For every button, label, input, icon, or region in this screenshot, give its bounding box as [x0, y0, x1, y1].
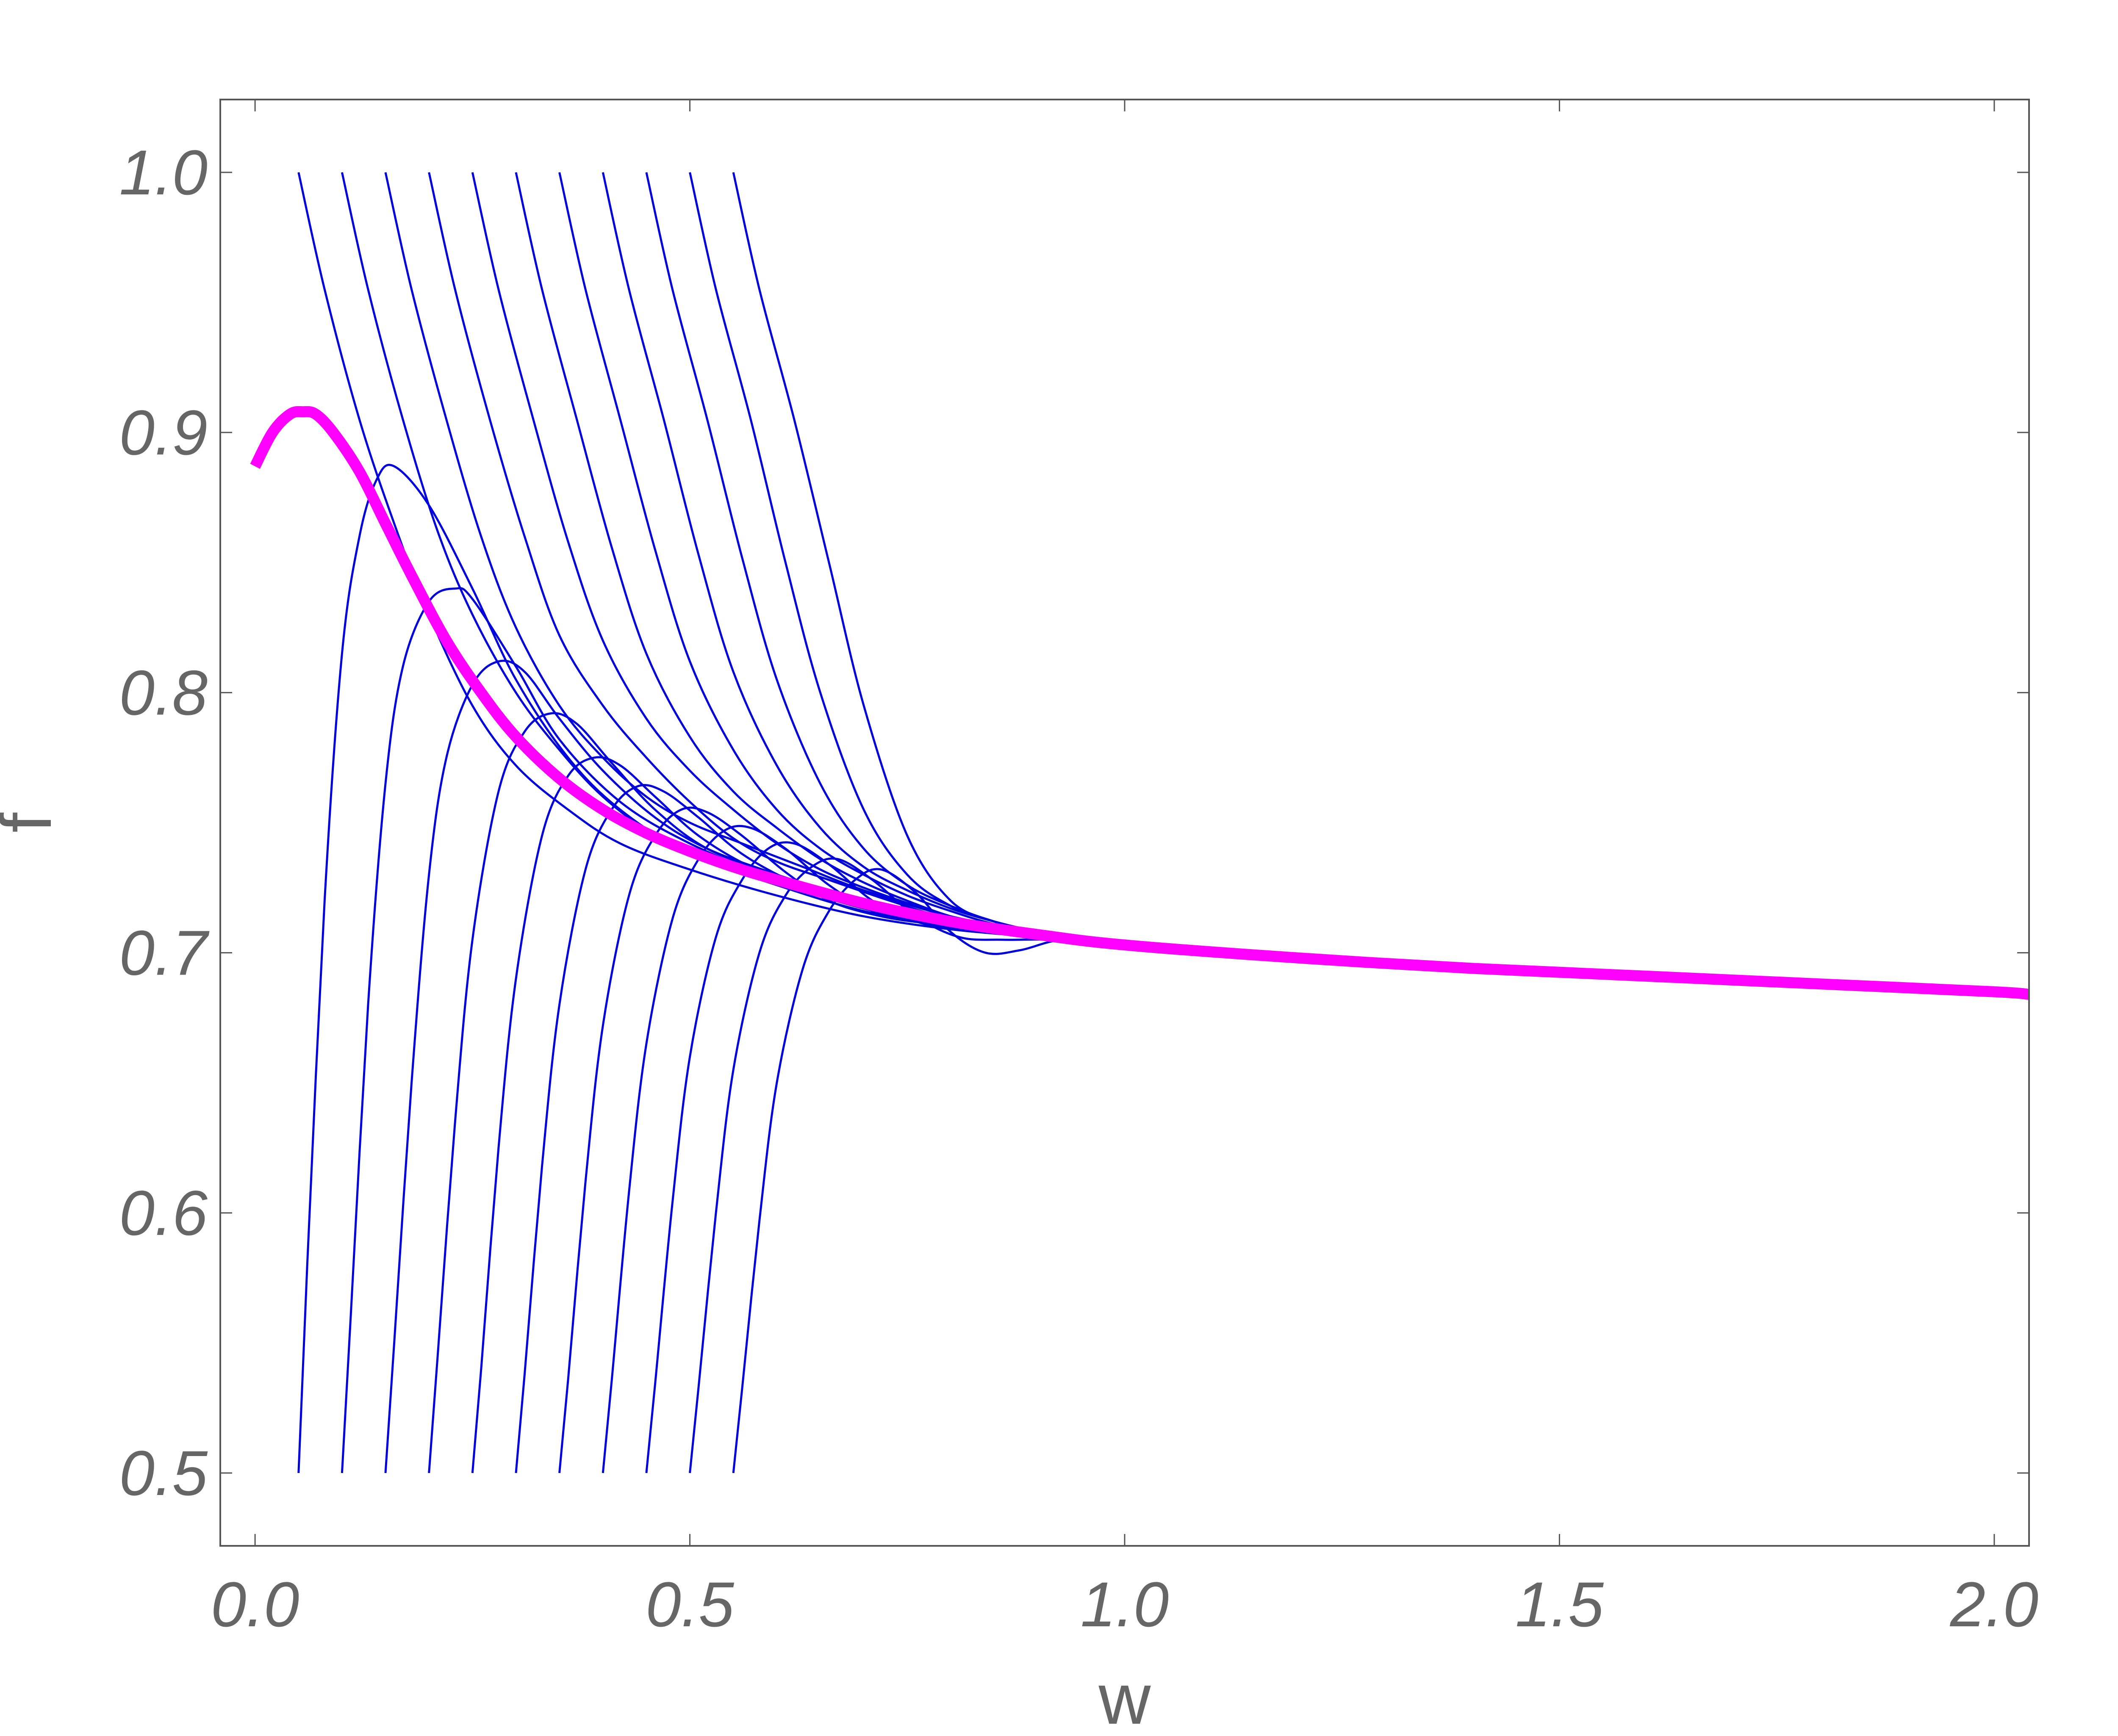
y-tick-label: 0.5 — [119, 1437, 208, 1509]
y-tick-label: 1.0 — [119, 137, 208, 208]
x-tick-label: 0.5 — [646, 1569, 734, 1640]
x-axis-label: w — [1098, 1659, 1151, 1736]
series-line-8 — [602, 172, 1125, 946]
y-axis-label: f — [0, 812, 67, 833]
series-line-12 — [297, 464, 1125, 1473]
series-line-18 — [558, 806, 1125, 1473]
x-tick-label: 2.0 — [1950, 1569, 2039, 1640]
x-tick-label: 1.0 — [1081, 1569, 1169, 1640]
ticks-layer: 0.0 0.5 1.0 1.5 2.00.50.60.70.80.91.0 — [119, 100, 2038, 1640]
series-line-22 — [732, 868, 1125, 1473]
y-tick-label: 0.8 — [119, 657, 208, 728]
series-line-19 — [602, 825, 1125, 1473]
y-tick-label: 0.7 — [119, 917, 210, 988]
series-line-11 — [732, 172, 1125, 946]
series-line-5 — [471, 172, 1125, 946]
y-tick-label: 0.9 — [119, 397, 208, 468]
series-line-9 — [645, 172, 1125, 946]
series-line-23 — [250, 406, 2030, 1000]
y-tick-label: 0.6 — [119, 1177, 208, 1249]
x-tick-label: 0.0 — [211, 1569, 299, 1640]
x-tick-label: 1.5 — [1515, 1569, 1604, 1640]
series-line-21 — [689, 857, 1125, 1473]
curves-layer — [250, 172, 2030, 1473]
series-line-13 — [341, 587, 1125, 1473]
